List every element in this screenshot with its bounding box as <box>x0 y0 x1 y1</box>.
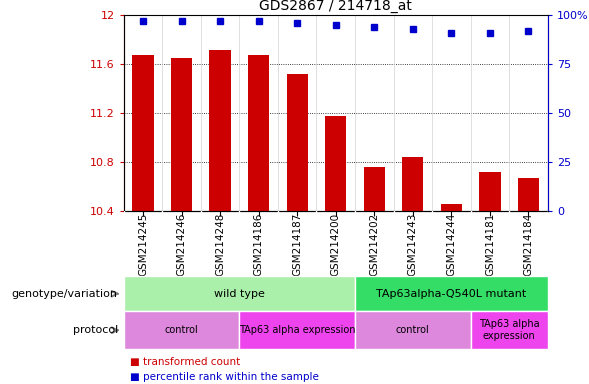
Text: GSM214245: GSM214245 <box>138 212 148 276</box>
Text: wild type: wild type <box>214 289 265 299</box>
Bar <box>133 55 154 211</box>
Text: GSM214248: GSM214248 <box>215 212 225 276</box>
Text: ■ percentile rank within the sample: ■ percentile rank within the sample <box>130 372 319 382</box>
Text: GSM214187: GSM214187 <box>292 212 302 276</box>
Bar <box>287 74 308 211</box>
Text: GSM214243: GSM214243 <box>408 212 418 276</box>
Text: TAp63 alpha
expression: TAp63 alpha expression <box>479 319 540 341</box>
Bar <box>239 311 355 349</box>
Text: TAp63alpha-Q540L mutant: TAp63alpha-Q540L mutant <box>376 289 527 299</box>
Bar <box>171 58 192 211</box>
Bar <box>471 311 548 349</box>
Text: TAp63 alpha expression: TAp63 alpha expression <box>239 325 355 335</box>
Text: control: control <box>165 325 198 335</box>
Bar <box>210 50 231 211</box>
Text: GSM214184: GSM214184 <box>524 212 534 276</box>
Bar <box>479 172 501 211</box>
Bar <box>325 116 346 211</box>
Text: GSM214202: GSM214202 <box>369 212 379 276</box>
Text: GSM214244: GSM214244 <box>446 212 456 276</box>
Bar <box>518 178 539 211</box>
Title: GDS2867 / 214718_at: GDS2867 / 214718_at <box>259 0 412 13</box>
Text: GSM214200: GSM214200 <box>331 212 340 276</box>
Text: GSM214181: GSM214181 <box>485 212 495 276</box>
Bar <box>248 55 269 211</box>
Bar <box>124 311 239 349</box>
Bar <box>124 276 355 311</box>
Bar <box>441 204 462 211</box>
Text: GSM214186: GSM214186 <box>254 212 264 276</box>
Text: genotype/variation: genotype/variation <box>12 289 118 299</box>
Text: protocol: protocol <box>72 325 118 335</box>
Bar <box>402 157 423 211</box>
Bar <box>355 311 471 349</box>
Bar <box>355 276 548 311</box>
Text: GSM214246: GSM214246 <box>177 212 187 276</box>
Text: ■ transformed count: ■ transformed count <box>130 356 240 367</box>
Bar <box>363 167 385 211</box>
Text: control: control <box>396 325 430 335</box>
